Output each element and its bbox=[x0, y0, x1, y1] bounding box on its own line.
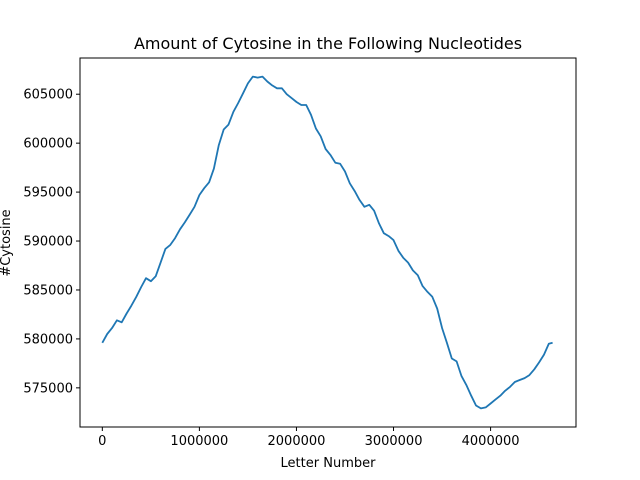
plot-area bbox=[101, 75, 553, 410]
y-axis: 575000 580000 585000 590000 595000 600000 6050… bbox=[23, 88, 80, 396]
x-tick-label: 3000000 bbox=[365, 434, 423, 449]
series-line bbox=[101, 75, 553, 410]
y-axis-label: #Cytosine bbox=[0, 209, 14, 276]
y-tick-label: 590000 bbox=[23, 235, 73, 250]
x-axis: 0 1000000 2000000 3000000 4000000 bbox=[98, 427, 520, 449]
y-tick-label: 600000 bbox=[23, 137, 73, 152]
x-tick-label: 2000000 bbox=[268, 434, 326, 449]
x-tick-label: 4000000 bbox=[462, 434, 520, 449]
x-tick-label: 0 bbox=[98, 434, 106, 449]
chart-title: Amount of Cytosine in the Following Nucl… bbox=[134, 34, 522, 53]
y-tick-label: 605000 bbox=[23, 88, 73, 103]
x-tick-label: 1000000 bbox=[170, 434, 228, 449]
y-tick-label: 575000 bbox=[23, 381, 73, 396]
y-tick-label: 580000 bbox=[23, 332, 73, 347]
y-tick-label: 595000 bbox=[23, 186, 73, 201]
x-axis-label: Letter Number bbox=[281, 456, 377, 471]
y-tick-label: 585000 bbox=[23, 283, 73, 298]
axes-frame bbox=[79, 57, 577, 428]
